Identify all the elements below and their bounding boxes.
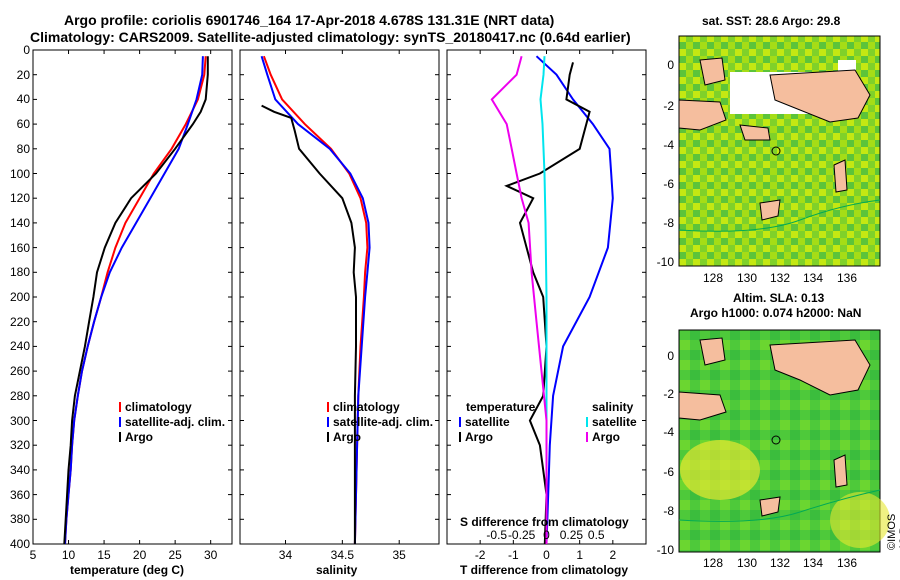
diff-legend-temp-title: temperature xyxy=(466,400,536,414)
title-line-1: Argo profile: coriolis 6901746_164 17-Ap… xyxy=(64,12,555,28)
series-line-2-0 xyxy=(535,55,614,545)
depth-tick-label: 380 xyxy=(9,512,30,527)
s-difference-xlabel: S difference from climatology xyxy=(460,515,629,529)
map-lat-tick: -8 xyxy=(663,216,674,230)
depth-tick-label: 240 xyxy=(9,339,30,354)
map-lat-tick: -2 xyxy=(663,99,674,113)
x-tick-label: -1 xyxy=(507,548,519,562)
map-lat-tick: -10 xyxy=(656,255,674,269)
map-lon-tick: 134 xyxy=(802,556,824,570)
x-tick-label: 25 xyxy=(168,548,182,562)
sal-legend-label: climatology xyxy=(333,400,400,414)
x-tick-label: 1 xyxy=(576,548,583,562)
sla-map-title-1: Altim. SLA: 0.13 xyxy=(733,291,825,305)
series-line-2-1 xyxy=(504,62,591,545)
x-tick-label: 35 xyxy=(392,548,406,562)
x-tick-label: -2 xyxy=(474,548,486,562)
depth-tick-label: 320 xyxy=(9,438,30,453)
s-tick-label: 0 xyxy=(543,528,550,542)
temp-legend-label: Argo xyxy=(125,430,153,444)
depth-tick-label: 100 xyxy=(9,166,30,181)
series-line-2-3 xyxy=(490,55,548,544)
diff-legend-temp-label: satellite xyxy=(465,415,510,429)
depth-tick-label: 340 xyxy=(9,462,30,477)
series-line-0-1 xyxy=(64,56,204,545)
diff-legend-sal-title: salinity xyxy=(592,400,634,414)
map-lon-tick: 130 xyxy=(736,556,758,570)
depth-tick-label: 160 xyxy=(9,240,30,255)
map-lat-tick: -6 xyxy=(663,465,674,479)
depth-tick-label: 180 xyxy=(9,265,30,280)
map-lat-tick: 0 xyxy=(667,58,674,72)
salinity-axes xyxy=(239,49,440,545)
s-tick-label: -0.25 xyxy=(507,528,536,542)
depth-tick-label: 20 xyxy=(16,67,30,82)
map-lon-tick: 132 xyxy=(769,556,791,570)
sla-map-title-2: Argo h1000: 0.074 h2000: NaN xyxy=(690,306,862,320)
sst-map-title: sat. SST: 28.6 Argo: 29.8 xyxy=(702,14,841,28)
x-tick-label: 5 xyxy=(29,548,37,562)
diff-legend-sal-label: Argo xyxy=(592,430,620,444)
depth-tick-label: 260 xyxy=(9,364,30,379)
depth-tick-label: 60 xyxy=(16,117,30,132)
x-tick-label: 15 xyxy=(97,548,111,562)
depth-tick-label: 80 xyxy=(16,141,30,156)
s-tick-label: 0.25 xyxy=(559,528,584,542)
depth-tick-label: 140 xyxy=(9,215,30,230)
imos-watermark: ©IMOS 19-Dec-2018 21:05:12 xyxy=(886,510,900,550)
map-lat-tick: -4 xyxy=(663,425,674,439)
series-line-1-1 xyxy=(260,55,371,545)
sst-map xyxy=(678,35,881,267)
x-tick-label: 34 xyxy=(278,548,293,562)
series-line-1-2 xyxy=(261,104,357,544)
map-lat-tick: 0 xyxy=(667,349,674,363)
x-tick-label: 34.5 xyxy=(330,548,354,562)
x-tick-label: 30 xyxy=(203,548,218,562)
depth-tick-label: 40 xyxy=(16,92,30,107)
x-tick-label: 10 xyxy=(61,548,76,562)
title-line-2: Climatology: CARS2009. Satellite-adjuste… xyxy=(30,29,631,45)
depth-tick-label: 0 xyxy=(23,43,30,57)
temperature-xlabel: temperature (deg C) xyxy=(70,563,185,577)
depth-tick-label: 220 xyxy=(9,314,30,329)
series-line-0-2 xyxy=(63,56,209,545)
depth-tick-label: 400 xyxy=(9,537,30,551)
map-lat-tick: -2 xyxy=(663,387,674,401)
map-lat-tick: -10 xyxy=(656,543,674,557)
map-lon-tick: 130 xyxy=(736,271,758,285)
diff-legend-temp-label: Argo xyxy=(465,430,493,444)
depth-tick-label: 280 xyxy=(9,388,30,403)
map-lon-tick: 128 xyxy=(702,556,724,570)
map-lon-tick: 128 xyxy=(702,271,724,285)
map-lat-tick: -4 xyxy=(663,138,674,152)
temperature-axes xyxy=(32,49,233,545)
depth-tick-label: 120 xyxy=(9,191,30,206)
salinity-xlabel: salinity xyxy=(316,563,358,577)
map-lat-tick: -8 xyxy=(663,504,674,518)
depth-tick-label: 360 xyxy=(9,487,30,502)
temp-legend-label: climatology xyxy=(125,400,192,414)
sal-legend-label: satellite-adj. clim. xyxy=(333,415,434,429)
map-lon-tick: 136 xyxy=(836,271,858,285)
temp-legend-label: satellite-adj. clim. xyxy=(125,415,226,429)
x-tick-label: 0 xyxy=(543,548,550,562)
chart-marks xyxy=(32,49,646,545)
diff-legend-sal-label: satellite xyxy=(592,415,637,429)
map-lon-tick: 134 xyxy=(802,271,824,285)
depth-tick-label: 300 xyxy=(9,413,30,428)
depth-tick-label: 200 xyxy=(9,290,30,304)
sla-map xyxy=(678,329,890,553)
x-tick-label: 20 xyxy=(132,548,147,562)
map-lon-tick: 132 xyxy=(769,271,791,285)
x-tick-label: 2 xyxy=(609,548,617,562)
map-lat-tick: -6 xyxy=(663,177,674,191)
difference-xlabel: T difference from climatology xyxy=(460,563,629,577)
sal-legend-label: Argo xyxy=(333,430,361,444)
s-tick-label: -0.5 xyxy=(486,528,508,542)
s-tick-label: 0.5 xyxy=(587,528,605,542)
map-lon-tick: 136 xyxy=(836,556,858,570)
